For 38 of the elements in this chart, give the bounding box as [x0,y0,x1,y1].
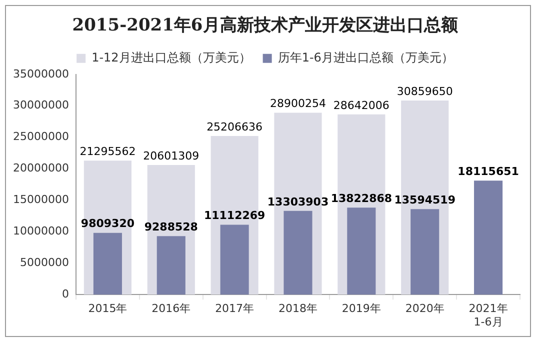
bar [220,224,249,295]
bar [156,236,186,295]
bar [284,210,312,295]
bar [410,209,440,295]
legend-label: 1-12月进出口总额（万美元） [92,50,251,65]
data-label: 20601309 [143,149,200,162]
x-tick-label: 2017年 [215,302,254,316]
data-label: 21295562 [80,144,136,158]
data-label: 30859650 [396,84,453,98]
y-tick-label: 15000000 [12,193,69,206]
bar [347,208,376,295]
y-tick-label: 30000000 [12,98,69,112]
data-label: 9809320 [80,217,135,230]
data-label: 13822868 [330,192,392,205]
x-tick-label: 2018年 [278,302,318,316]
x-tick-label: 2015年 [88,302,128,316]
x-tick-label: 2021年 1-6月 [468,302,508,328]
data-label: 11112269 [204,209,266,222]
y-tick-label: 0 [62,287,69,300]
x-tick-label: 2020年 [405,302,444,316]
x-tick-label: 2019年 [342,302,381,316]
y-tick-label: 5000000 [20,256,69,269]
bar [93,232,122,295]
data-label: 25206636 [206,120,263,134]
chart-title: 2015-2021年6月高新技术产业开发区进出口总额 [72,16,459,36]
x-tick-label: 2016年 [152,302,191,316]
bar [474,180,503,295]
y-tick-label: 20000000 [12,162,69,175]
legend-label: 历年1-6月进出口总额（万美元） [278,50,454,65]
y-tick-label: 25000000 [12,130,69,144]
data-label: 13594519 [394,193,456,206]
data-label: 28900254 [270,97,326,110]
y-tick-label: 35000000 [12,67,69,80]
data-label: 28642006 [333,98,390,112]
y-tick-label: 10000000 [12,224,69,238]
data-label: 18115651 [458,164,519,178]
data-label: 9288528 [144,220,198,234]
data-label: 13303903 [267,195,329,208]
